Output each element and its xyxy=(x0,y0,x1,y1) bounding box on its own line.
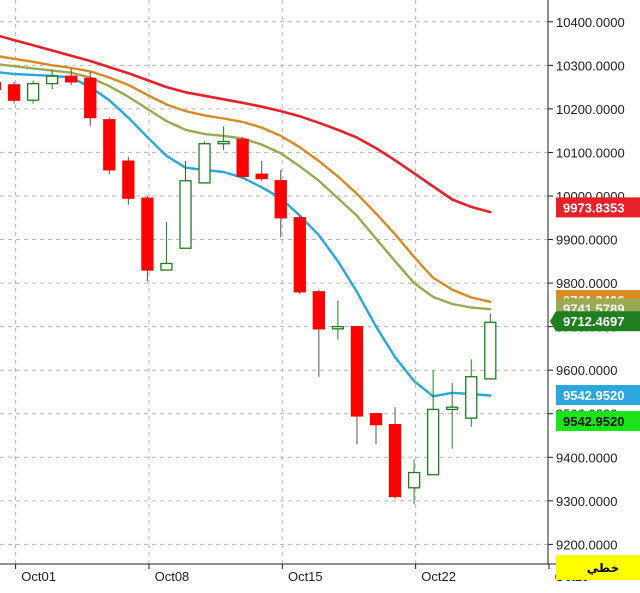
candle xyxy=(46,69,59,90)
candle-body xyxy=(274,180,287,219)
x-tick-label: Oct15 xyxy=(288,569,323,584)
candle xyxy=(465,359,478,427)
candle xyxy=(0,82,2,90)
candle xyxy=(388,407,402,499)
chart-mode-label[interactable]: خطي xyxy=(587,561,619,575)
candle-body xyxy=(312,291,326,330)
price-tag-label: 9712.4697 xyxy=(563,314,624,329)
candle-body xyxy=(65,75,78,83)
candle-body xyxy=(179,180,192,249)
price-tag: 9712.4697 xyxy=(550,311,640,332)
candle xyxy=(179,161,192,249)
candle-body xyxy=(388,423,402,498)
candle xyxy=(65,68,78,85)
candle xyxy=(160,222,173,271)
candle xyxy=(198,141,211,184)
moving-average-line xyxy=(0,63,492,311)
candle xyxy=(446,383,459,449)
candle-body xyxy=(255,173,268,180)
price-tag: 9542.9520 xyxy=(556,411,640,432)
moving-averages xyxy=(0,34,492,398)
chart-mode-button[interactable]: خطي xyxy=(556,555,640,580)
candle-body xyxy=(484,321,497,380)
y-tick-label: 10400.0000 xyxy=(556,15,625,30)
candle-body xyxy=(26,82,40,101)
candle-body xyxy=(141,197,154,271)
candle xyxy=(122,156,135,205)
y-tick-label: 10200.0000 xyxy=(556,102,625,117)
price-tag-label: 9542.9520 xyxy=(563,414,624,429)
candle xyxy=(350,325,364,445)
candle xyxy=(407,459,421,505)
grid xyxy=(0,0,550,564)
y-tick-label: 9400.0000 xyxy=(556,450,617,465)
candle xyxy=(293,215,306,294)
candle-body xyxy=(350,325,364,417)
moving-average-line xyxy=(0,55,492,303)
price-tag-bg xyxy=(550,311,640,332)
candle xyxy=(426,370,440,476)
price-tags: 9973.83539761.24069741.57899712.46979542… xyxy=(550,197,640,432)
candle-body xyxy=(293,217,306,293)
candle-body xyxy=(446,406,459,411)
moving-average-line xyxy=(0,34,492,214)
candle-body xyxy=(103,119,116,171)
candle-body xyxy=(407,471,421,489)
candle-body xyxy=(122,160,135,199)
price-tag-bg xyxy=(556,197,640,218)
x-tick-label: Oct08 xyxy=(155,569,190,584)
candle-body xyxy=(465,376,478,419)
candles xyxy=(0,68,497,505)
candle-body xyxy=(217,140,230,145)
candle xyxy=(312,289,326,377)
candle xyxy=(274,169,287,238)
candle-body xyxy=(369,413,383,426)
time-axis: Oct01Oct08Oct15Oct22Oct29Nov05 xyxy=(15,564,589,584)
candle-body xyxy=(0,82,2,90)
price-tag: 9542.9520 xyxy=(556,385,640,406)
candle-body xyxy=(331,325,345,330)
x-tick-label: Oct22 xyxy=(421,569,456,584)
moving-average-line xyxy=(0,71,492,398)
candle xyxy=(141,195,154,281)
candle-body xyxy=(426,408,440,476)
chart-mode-button-bg[interactable] xyxy=(556,555,640,580)
price-tag-label: 9973.8353 xyxy=(563,200,624,215)
candle-body xyxy=(236,138,249,178)
candle-body xyxy=(84,77,97,119)
candle xyxy=(369,413,383,445)
y-tick-label: 9900.0000 xyxy=(556,233,617,248)
price-tag: 9973.8353 xyxy=(556,197,640,218)
candle xyxy=(484,313,497,380)
price-tag-label: 9542.9520 xyxy=(563,388,624,403)
candle xyxy=(255,161,268,181)
y-tick-label: 9300.0000 xyxy=(556,494,617,509)
candle-body xyxy=(7,84,21,101)
candle-body xyxy=(198,143,211,184)
price-tag-bg xyxy=(556,411,640,432)
candle xyxy=(103,117,116,175)
x-tick-label: Oct01 xyxy=(21,569,56,584)
y-tick-label: 9600.0000 xyxy=(556,363,617,378)
y-tick-label: 9800.0000 xyxy=(556,276,617,291)
candle xyxy=(331,300,345,340)
y-tick-label: 10300.0000 xyxy=(556,58,625,73)
candle xyxy=(217,126,230,151)
y-tick-label: 10100.0000 xyxy=(556,145,625,160)
candle xyxy=(26,80,40,104)
candle-body xyxy=(160,262,173,271)
candle-body xyxy=(46,75,59,85)
y-tick-label: 9200.0000 xyxy=(556,537,617,552)
candle xyxy=(84,71,97,127)
candle xyxy=(7,81,21,104)
candle xyxy=(236,137,249,179)
price-tag-bg xyxy=(556,385,640,406)
